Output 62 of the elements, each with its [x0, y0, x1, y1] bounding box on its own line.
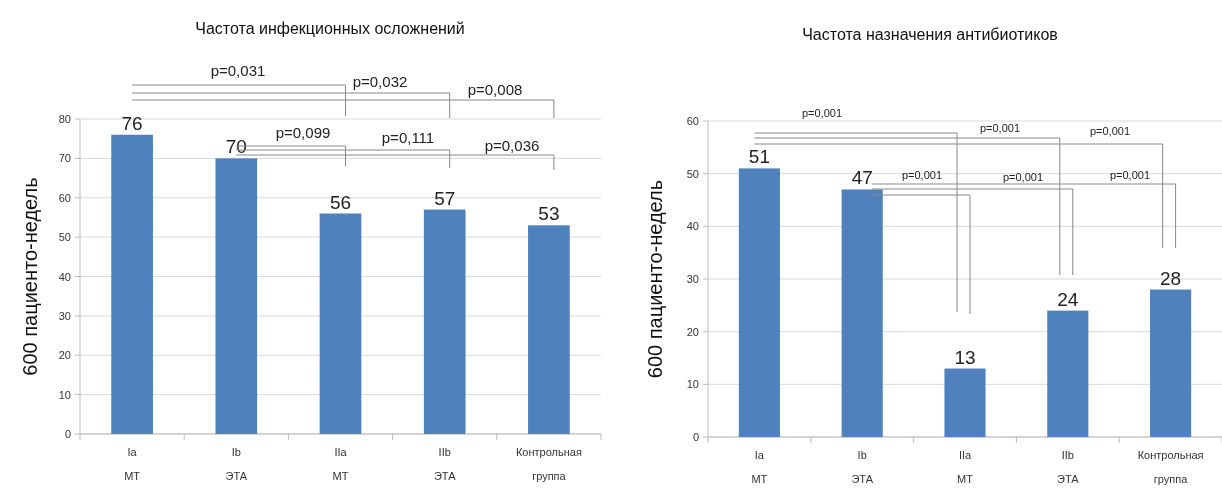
y-tick-label: 0	[692, 431, 699, 443]
data-label: 13	[954, 346, 976, 368]
x-tick-label: Ia МТ	[751, 449, 768, 485]
text: p=0,031	[210, 62, 266, 79]
bar	[528, 225, 570, 434]
data-label: 56	[329, 191, 352, 213]
x-tick-label: IIb ЭТА	[1057, 449, 1080, 485]
bar	[1047, 310, 1089, 437]
x-tick-label: IIa МТ	[332, 446, 349, 482]
x-tick-label: Ia МТ	[124, 446, 141, 482]
y-tick-label: 70	[58, 152, 71, 165]
y-tick-label: 60	[686, 115, 699, 127]
bar	[1150, 289, 1192, 437]
y-tick-label: 50	[58, 231, 71, 244]
chart-title: Частота инфекционных осложнений	[195, 20, 465, 37]
x-tick-label: IIb ЭТА	[433, 446, 457, 482]
data-label: 51	[748, 146, 770, 168]
annotation: p=0,111	[381, 129, 435, 146]
text: p=0,001	[801, 107, 843, 119]
bar	[944, 368, 986, 437]
y-tick-label: 20	[58, 349, 71, 362]
y-axis-title: 600 пациенто-недель	[19, 177, 41, 376]
data-label: 70	[225, 136, 247, 158]
text: p=0,032	[352, 73, 408, 90]
x-tick-label: IIa МТ	[957, 449, 974, 485]
y-tick-label: 30	[58, 309, 71, 322]
x-tick-label: Ib ЭТА	[851, 449, 874, 485]
x-tick-label: Контрольная группа	[515, 446, 582, 482]
bar	[841, 189, 883, 437]
y-tick-label: 10	[58, 388, 71, 401]
x-tick-label: Контрольная группа	[1137, 449, 1204, 485]
y-tick-label: 50	[686, 167, 699, 180]
chart-title: Частота назначения антибиотиков	[802, 26, 1058, 43]
data-label: 24	[1057, 288, 1079, 310]
data-label: 53	[538, 203, 560, 225]
data-label: 47	[851, 167, 873, 189]
annotation: p=0,036	[484, 137, 540, 154]
bar	[423, 209, 466, 434]
data-label: 76	[121, 112, 143, 134]
annotation: p=0,099	[275, 124, 331, 141]
data-label: 28	[1160, 267, 1182, 289]
y-tick-label: 0	[64, 428, 71, 440]
annotation: p=0,001	[1109, 169, 1151, 181]
bar	[319, 213, 362, 434]
y-axis-title: 600 пациенто-недель	[644, 179, 666, 379]
y-tick-label: 20	[686, 325, 699, 338]
bar	[111, 134, 153, 434]
y-tick-label: 30	[686, 273, 699, 285]
text: p=0,008	[467, 81, 523, 98]
data-label: 57	[434, 187, 456, 209]
annotation: p=0,001	[1002, 171, 1044, 183]
y-tick-label: 60	[58, 191, 71, 204]
annotation: p=0,001	[901, 169, 943, 181]
annotation: p=0,001	[979, 122, 1021, 134]
bar	[738, 168, 780, 437]
y-tick-label: 40	[686, 220, 699, 233]
annotation: p=0,001	[1089, 125, 1131, 137]
y-tick-label: 80	[58, 113, 71, 125]
bar	[215, 158, 258, 434]
x-tick-label: Ib ЭТА	[225, 446, 248, 482]
y-tick-label: 40	[58, 270, 71, 283]
y-tick-label: 10	[686, 378, 699, 391]
